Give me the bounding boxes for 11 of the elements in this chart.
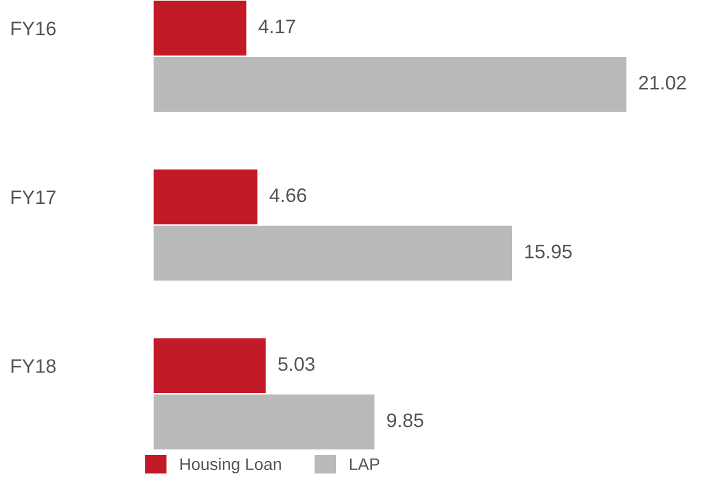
y-tick-label: FY16 <box>12 22 56 36</box>
y-tick-label: FY17 <box>12 190 56 204</box>
data-label: 9.85 <box>387 413 424 428</box>
data-label: 5.03 <box>278 357 315 371</box>
data-label: 4.17 <box>258 20 296 34</box>
data-label: 15.95 <box>525 244 572 258</box>
data-label: 4.66 <box>270 188 306 202</box>
legend-label: LAP <box>350 458 380 470</box>
y-tick-label: FY18 <box>12 359 56 373</box>
data-label: 21.02 <box>639 76 686 90</box>
legend-label: Housing Loan <box>180 458 281 474</box>
